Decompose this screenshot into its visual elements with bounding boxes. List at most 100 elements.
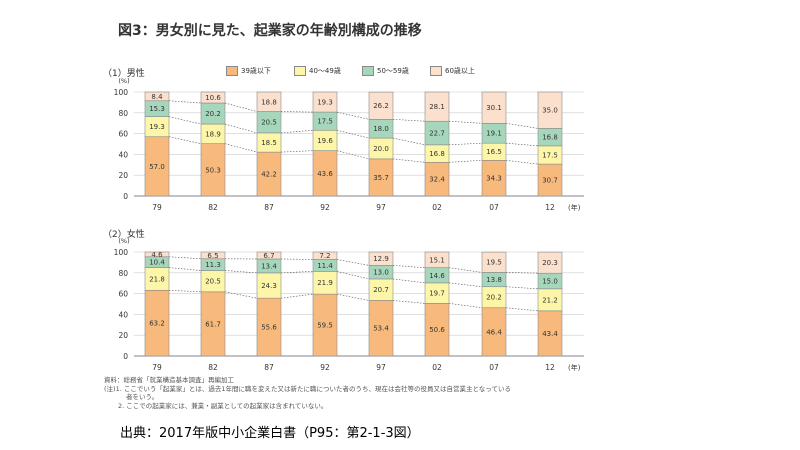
legend-label-39-under: 39歳以下 bbox=[241, 67, 271, 75]
data-label-female-60-over-87: 6.7 bbox=[263, 252, 274, 260]
bar-segment-female-39-under-92 bbox=[312, 293, 338, 357]
data-label-female-50-59-79: 10.4 bbox=[149, 259, 165, 267]
x-tick-label-male-79: 79 bbox=[152, 203, 162, 212]
y-unit-male: (%) bbox=[118, 77, 129, 85]
data-label-male-40-49-87: 18.5 bbox=[261, 139, 277, 147]
data-label-female-39-under-02: 50.6 bbox=[429, 326, 445, 334]
bar-segment-male-39-under-97 bbox=[368, 158, 394, 197]
connector-female-50-59-87 bbox=[280, 258, 314, 260]
bar-segment-male-39-under-87 bbox=[256, 151, 282, 197]
bar-segment-male-39-under-79 bbox=[144, 136, 170, 197]
data-label-male-40-49-79: 19.3 bbox=[149, 123, 165, 131]
bar-segment-male-60-over-92 bbox=[312, 91, 338, 113]
x-tick-label-male-87: 87 bbox=[264, 203, 274, 212]
data-label-male-40-49-12: 17.5 bbox=[542, 151, 558, 159]
x-tick-label-female-12: 12 bbox=[545, 363, 555, 372]
x-tick-label-male-92: 92 bbox=[320, 203, 330, 212]
bar-segment-female-39-under-79 bbox=[144, 289, 170, 357]
data-label-female-40-49-92: 21.9 bbox=[317, 279, 333, 287]
data-label-female-40-49-02: 19.7 bbox=[429, 290, 445, 298]
bar-segment-male-39-under-92 bbox=[312, 150, 338, 197]
data-label-male-60-over-79: 8.4 bbox=[151, 93, 163, 101]
note-source: 資料：総務省「就業構造基本調査」再編加工 bbox=[104, 376, 234, 384]
data-label-female-60-over-82: 6.5 bbox=[207, 252, 218, 260]
data-label-male-60-over-97: 26.2 bbox=[373, 102, 389, 110]
y-tick-label-female-60: 60 bbox=[118, 290, 128, 299]
x-tick-label-female-97: 97 bbox=[376, 363, 386, 372]
bar-segment-female-60-over-82 bbox=[200, 251, 226, 260]
y-tick-label-male-40: 40 bbox=[118, 150, 128, 159]
bar-segment-female-39-under-07 bbox=[481, 307, 507, 357]
legend-label-40-49: 40～49歳 bbox=[309, 67, 341, 75]
connector-male-40-49-82 bbox=[224, 123, 258, 134]
data-label-female-39-under-82: 61.7 bbox=[205, 320, 221, 328]
data-label-female-60-over-79: 4.6 bbox=[151, 251, 163, 259]
data-label-female-40-49-07: 20.2 bbox=[486, 294, 502, 302]
note-2: 2. ここでの起業家には、兼業・副業としての起業家は含まれていない。 bbox=[118, 401, 328, 410]
connector-female-39-under-79 bbox=[168, 289, 202, 293]
y-tick-label-male-80: 80 bbox=[118, 109, 128, 118]
connector-male-39-under-82 bbox=[224, 143, 258, 153]
data-label-female-39-under-87: 55.6 bbox=[261, 324, 277, 332]
connector-male-50-59-97 bbox=[392, 119, 426, 122]
y-unit-female: (%) bbox=[118, 237, 129, 245]
x-tick-label-male-97: 97 bbox=[376, 203, 386, 212]
data-label-male-39-under-82: 50.3 bbox=[205, 166, 221, 174]
connector-female-40-49-07 bbox=[505, 286, 539, 290]
connector-male-50-59-82 bbox=[224, 102, 258, 112]
bar-segment-female-60-over-97 bbox=[368, 251, 394, 266]
data-label-female-50-59-82: 11.3 bbox=[205, 261, 221, 269]
legend-swatch-60-over bbox=[430, 66, 442, 76]
data-label-female-60-over-97: 12.9 bbox=[373, 255, 389, 263]
data-label-male-60-over-07: 30.1 bbox=[486, 104, 502, 112]
bar-segment-female-39-under-87 bbox=[256, 297, 282, 357]
bar-segment-female-39-under-02 bbox=[424, 303, 450, 357]
panel-label-male: （1）男性 bbox=[103, 69, 145, 79]
data-label-male-39-under-79: 57.0 bbox=[149, 163, 165, 171]
connector-female-39-under-07 bbox=[505, 307, 539, 312]
source-citation: 出典：2017年版中小企業白書（P95：第2-1-3図） bbox=[120, 426, 420, 441]
bar-segment-female-60-over-87 bbox=[256, 251, 282, 260]
data-label-female-39-under-97: 53.4 bbox=[373, 325, 389, 333]
connector-female-40-49-87 bbox=[280, 271, 314, 274]
legend-swatch-50-59 bbox=[362, 66, 374, 76]
connector-female-50-59-07 bbox=[505, 272, 539, 274]
data-label-male-39-under-02: 32.4 bbox=[429, 176, 445, 184]
note-1: (注)1. ここでいう「起業家」とは、過去1年間に職を変えた又は新たに職についた… bbox=[104, 384, 511, 393]
data-label-female-60-over-02: 15.1 bbox=[429, 256, 445, 264]
bar-segment-female-60-over-02 bbox=[424, 251, 450, 269]
data-label-female-50-59-12: 15.0 bbox=[542, 278, 558, 286]
data-label-male-40-49-92: 19.6 bbox=[317, 137, 333, 145]
data-label-female-40-49-79: 21.8 bbox=[149, 275, 165, 283]
data-label-female-60-over-07: 19.5 bbox=[486, 259, 502, 267]
connector-female-40-49-97 bbox=[392, 278, 426, 284]
connector-male-39-under-07 bbox=[505, 160, 539, 165]
connector-female-50-59-02 bbox=[448, 267, 483, 273]
data-label-male-40-49-07: 16.5 bbox=[486, 148, 502, 156]
legend-swatch-40-49 bbox=[294, 66, 306, 76]
x-unit-male: (年) bbox=[568, 203, 581, 212]
data-label-male-50-59-12: 16.8 bbox=[542, 134, 558, 142]
data-label-male-50-59-02: 22.7 bbox=[429, 130, 445, 138]
data-label-male-39-under-97: 35.7 bbox=[373, 174, 389, 182]
data-label-female-39-under-92: 59.5 bbox=[317, 322, 333, 330]
legend-label-50-59: 50～59歳 bbox=[377, 67, 409, 75]
connector-male-39-under-87 bbox=[280, 150, 314, 153]
bar-segment-male-60-over-07 bbox=[481, 91, 507, 124]
bar-segment-female-60-over-12 bbox=[537, 251, 563, 274]
x-tick-label-male-82: 82 bbox=[208, 203, 218, 212]
y-tick-label-male-100: 100 bbox=[114, 88, 129, 97]
x-tick-label-female-82: 82 bbox=[208, 363, 218, 372]
legend-label-60-over: 60歳以上 bbox=[445, 67, 475, 75]
connector-male-40-49-87 bbox=[280, 129, 314, 134]
x-tick-label-female-02: 02 bbox=[432, 363, 442, 372]
bar-segment-female-39-under-12 bbox=[537, 310, 563, 357]
bar-segment-male-39-under-82 bbox=[200, 143, 226, 197]
data-label-female-40-49-97: 20.7 bbox=[373, 286, 389, 294]
bar-segment-male-60-over-97 bbox=[368, 91, 394, 120]
data-label-male-50-59-07: 19.1 bbox=[486, 130, 502, 138]
connector-female-40-49-92 bbox=[336, 271, 370, 280]
data-label-female-40-49-82: 20.5 bbox=[205, 278, 221, 286]
legend-swatch-39-under bbox=[226, 66, 238, 76]
